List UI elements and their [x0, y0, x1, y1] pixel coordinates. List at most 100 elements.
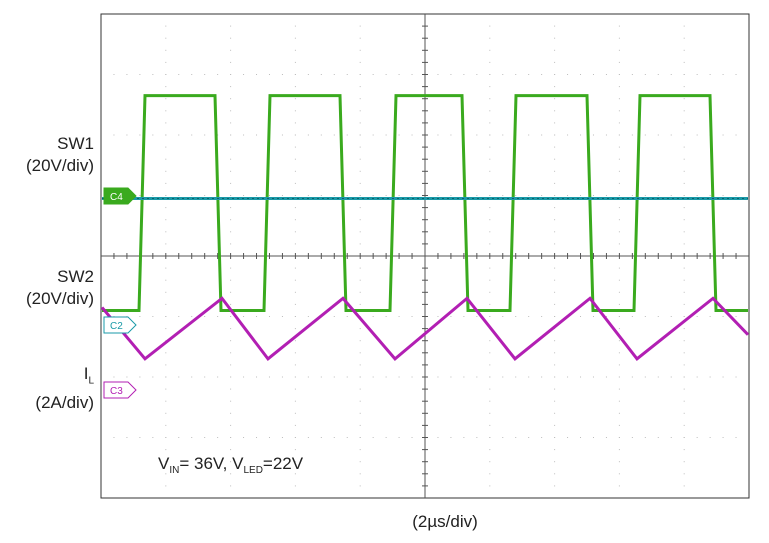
grid-dot — [165, 316, 167, 317]
grid-dot — [165, 424, 167, 426]
grid-dot — [152, 195, 154, 196]
grid-dot — [294, 424, 296, 426]
grid-dot — [294, 231, 296, 233]
grid-dot — [554, 74, 556, 75]
grid-dot — [437, 316, 439, 317]
grid-dot — [489, 437, 491, 438]
grid-dot — [398, 376, 400, 378]
grid-dot — [294, 412, 296, 414]
grid-dot — [554, 98, 556, 100]
grid-dot — [230, 437, 232, 438]
grid-dot — [165, 61, 167, 63]
grid-dot — [294, 122, 296, 124]
grid-dot — [139, 376, 141, 378]
grid-dot — [268, 316, 270, 317]
channel-label-sw2: SW2 (20V/div) — [0, 266, 94, 310]
grid-dot — [618, 231, 620, 233]
grid-dot — [450, 376, 452, 378]
grid-dot — [567, 134, 569, 136]
grid-dot — [567, 376, 569, 378]
grid-dot — [165, 195, 167, 196]
grid-dot — [359, 424, 361, 426]
grid-dot — [204, 316, 206, 317]
grid-dot — [165, 388, 167, 390]
grid-dot — [230, 400, 232, 402]
grid-dot — [372, 134, 374, 136]
grid-dot — [333, 195, 335, 196]
grid-dot — [554, 61, 556, 63]
grid-dot — [113, 74, 115, 75]
grid-dot — [372, 74, 374, 75]
grid-dot — [489, 388, 491, 390]
grid-dot — [489, 461, 491, 463]
grid-dot — [333, 316, 335, 317]
grid-dot — [398, 195, 400, 196]
grid-dot — [605, 134, 607, 136]
grid-dot — [230, 412, 232, 414]
grid-dot — [618, 158, 620, 160]
grid-dot — [670, 437, 672, 438]
grid-dot — [294, 195, 296, 196]
grid-dot — [683, 340, 685, 342]
grid-dot — [735, 195, 737, 196]
grid-dot — [489, 316, 491, 317]
grid-dot — [502, 74, 504, 75]
grid-dot — [554, 267, 556, 269]
grid-dot — [683, 303, 685, 305]
grid-dot — [256, 195, 258, 196]
grid-dot — [359, 195, 361, 196]
grid-dot — [268, 376, 270, 378]
grid-dot — [696, 74, 698, 75]
grid-dot — [165, 110, 167, 112]
grid-dot — [489, 412, 491, 414]
grid-dot — [294, 134, 296, 136]
sw1-trace — [102, 94, 748, 312]
grid-dot — [126, 376, 128, 378]
grid-dot — [346, 316, 348, 317]
grid-dot — [683, 170, 685, 172]
marker-c4: C4 — [103, 187, 137, 205]
grid-dot — [294, 158, 296, 160]
grid-dot — [281, 134, 283, 136]
grid-dot — [554, 376, 556, 378]
annotation: VIN= 36V, VLED=22V — [158, 454, 304, 476]
grid-dot — [165, 376, 167, 378]
grid-dot — [554, 195, 556, 196]
grid-dot — [307, 316, 309, 317]
grid-dot — [683, 122, 685, 124]
grid-dot — [502, 376, 504, 378]
grid-dot — [696, 134, 698, 136]
marker-c2-label: C2 — [110, 321, 123, 332]
grid-dot — [683, 291, 685, 293]
grid-dot — [554, 400, 556, 402]
grid-dot — [359, 134, 361, 136]
grid-dot — [618, 328, 620, 330]
grid-dot — [178, 376, 180, 378]
grid-dot — [230, 461, 232, 463]
grid-dot — [489, 485, 491, 487]
marker-c3-label: C3 — [110, 386, 123, 397]
traces — [100, 94, 750, 361]
grid-dot — [165, 122, 167, 124]
grid-dot — [683, 146, 685, 148]
grid-dot — [243, 437, 245, 438]
grid-dot — [294, 400, 296, 402]
grid-dot — [618, 134, 620, 136]
grid-dot — [696, 316, 698, 317]
grid-dot — [489, 279, 491, 281]
grid-dot — [554, 207, 556, 209]
grid-dot — [605, 74, 607, 75]
grid-dot — [554, 364, 556, 366]
grid-dot — [592, 134, 594, 136]
grid-dot — [502, 134, 504, 136]
grid-dot — [268, 195, 270, 196]
grid-dot — [385, 316, 387, 317]
grid-dot — [333, 376, 335, 378]
grid-dot — [476, 376, 478, 378]
grid-dot — [230, 134, 232, 136]
grid-dot — [320, 437, 322, 438]
grid-dot — [178, 134, 180, 136]
grid-dot — [683, 473, 685, 475]
grid-dot — [502, 437, 504, 438]
grid-dot — [178, 74, 180, 75]
